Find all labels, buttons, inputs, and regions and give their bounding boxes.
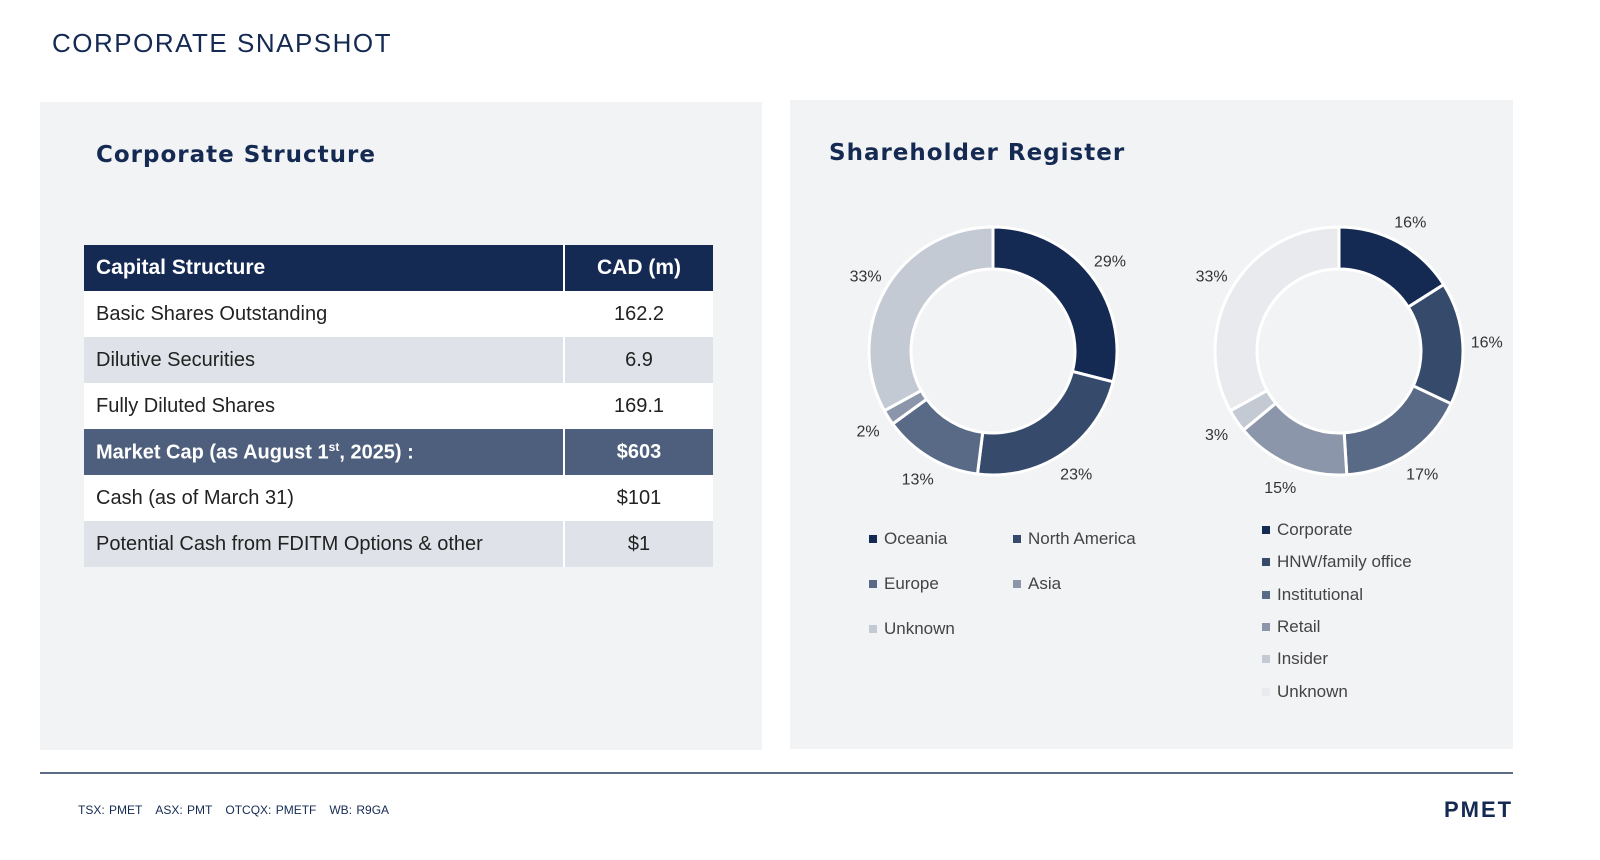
data-label: 2% [856, 423, 879, 440]
legend-swatch [1262, 590, 1270, 599]
legend-item: Europe [869, 574, 939, 594]
table-row: Dilutive Securities 6.9 [84, 337, 713, 383]
corporate-structure-panel: Corporate Structure Capital Structure CAD… [40, 102, 762, 750]
legend-item: North America [1013, 529, 1136, 549]
data-label: 13% [902, 471, 934, 488]
legend-label: Unknown [1277, 681, 1348, 701]
donut-slice-oceania [991, 225, 1119, 384]
legend-label: North America [1028, 529, 1136, 548]
legend-item: Retail [1262, 617, 1320, 637]
legend-item: Unknown [869, 619, 955, 639]
row-label: Market Cap (as August 1st, 2025) : [84, 429, 564, 475]
row-value: 162.2 [563, 291, 713, 337]
ticker: OTCQX: PMETF [225, 803, 317, 817]
label-text: Market Cap (as August 1 [96, 441, 329, 464]
row-value: $1 [563, 521, 713, 567]
data-label: 29% [1094, 253, 1126, 270]
legend-label: Retail [1277, 616, 1321, 636]
legend-swatch [1262, 622, 1270, 631]
legend-label: Asia [1028, 574, 1062, 593]
row-value: 169.1 [563, 383, 713, 429]
company-logo: PMET [1444, 797, 1514, 822]
row-label: Cash (as of March 31) [84, 475, 564, 521]
row-label: Dilutive Securities [84, 337, 564, 383]
legend-swatch [1013, 580, 1021, 588]
header-cell: Capital Structure [84, 245, 564, 291]
footer-divider [40, 772, 1513, 774]
table-row: Potential Cash from FDITM Options & othe… [84, 521, 713, 567]
row-label: Basic Shares Outstanding [84, 291, 564, 337]
table-header: Capital Structure CAD (m) [84, 245, 713, 291]
legend-swatch [1262, 558, 1270, 567]
legend-swatch [1262, 687, 1270, 696]
row-value: 6.9 [563, 337, 713, 383]
data-label: 16% [1471, 335, 1503, 352]
legend-swatch [1013, 535, 1021, 543]
row-value: $101 [563, 475, 713, 521]
legend-item: Unknown [1262, 682, 1348, 702]
label-tail: , 2025) : [339, 441, 414, 464]
legend-swatch [869, 535, 877, 543]
table-row: Cash (as of March 31) $101 [84, 475, 713, 521]
legend-swatch [869, 580, 877, 588]
table-row: Market Cap (as August 1st, 2025) : $603 [84, 429, 713, 475]
header-cell: CAD (m) [563, 245, 713, 291]
legend-item: Insider [1262, 649, 1328, 669]
data-label: 3% [1205, 427, 1228, 444]
data-label: 33% [1196, 269, 1228, 286]
legend-label: Oceania [884, 529, 948, 548]
legend-label: Institutional [1277, 584, 1363, 604]
legend-label: Unknown [884, 619, 955, 638]
capital-structure-table: Capital Structure CAD (m) Basic Shares Ou… [84, 245, 713, 567]
legend-item: Institutional [1262, 585, 1363, 605]
data-label: 23% [1060, 466, 1092, 483]
data-label: 17% [1406, 466, 1438, 483]
row-value: $603 [563, 429, 713, 475]
table-row: Basic Shares Outstanding 162.2 [84, 291, 713, 337]
label-sup: st [328, 439, 340, 454]
legend-label: Europe [884, 574, 939, 593]
shareholder-register-heading: Shareholder Register [829, 140, 1126, 166]
legend-label: Insider [1277, 649, 1329, 669]
legend-label: Corporate [1277, 520, 1353, 539]
ticker: TSX: PMET [78, 803, 143, 817]
corporate-structure-heading: Corporate Structure [96, 142, 376, 168]
legend-swatch [1262, 655, 1270, 664]
table-row: Fully Diluted Shares 169.1 [84, 383, 713, 429]
ticker: ASX: PMT [155, 803, 213, 817]
legend-item: HNW/family office [1262, 552, 1412, 572]
legend-item: Corporate [1262, 520, 1353, 540]
data-label: 15% [1264, 480, 1296, 497]
ticker: WB: R9GA [329, 803, 390, 817]
legend-swatch [1262, 526, 1270, 534]
donut-slice-unknown [867, 225, 995, 413]
row-label: Fully Diluted Shares [84, 383, 564, 429]
data-label: 33% [850, 269, 882, 286]
page-title: CORPORATE SNAPSHOT [52, 28, 393, 58]
donut-slice-unknown [1213, 225, 1341, 413]
donut-slice-north-america [975, 369, 1115, 477]
legend-swatch [869, 625, 877, 633]
donut-slice-institutional [1342, 383, 1454, 477]
data-label: 16% [1394, 214, 1426, 231]
ticker-list: TSX: PMET ASX: PMT OTCQX: PMETF WB: R9GA [78, 803, 402, 817]
legend-label: HNW/family office [1277, 552, 1412, 572]
legend-item: Oceania [869, 529, 947, 549]
row-label: Potential Cash from FDITM Options & othe… [84, 521, 564, 567]
legend-item: Asia [1013, 574, 1061, 594]
